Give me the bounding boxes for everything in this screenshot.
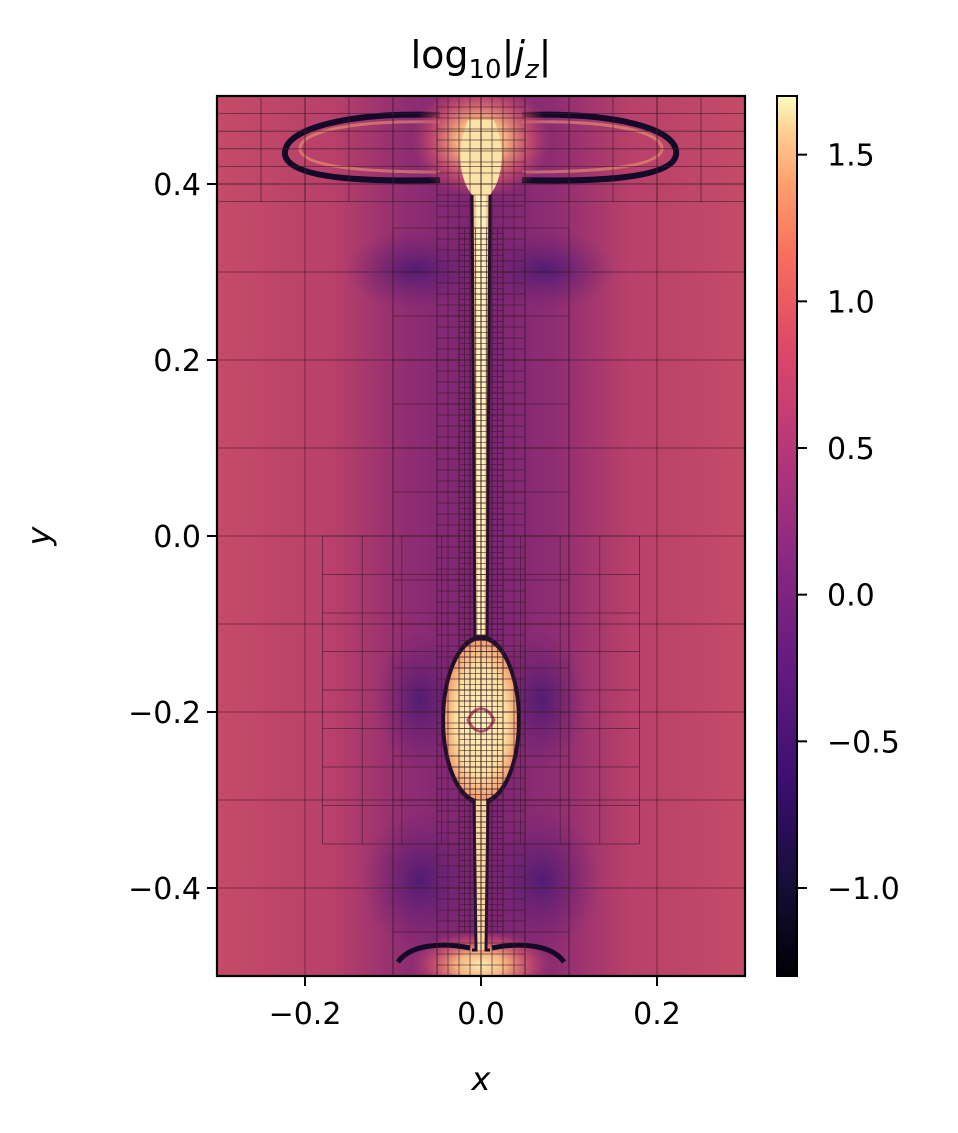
colorbar-ticks: −1.0 −0.5 0.0 0.5 1.0 1.5 bbox=[797, 139, 900, 907]
x-axis-ticks: −0.2 0.0 0.2 bbox=[269, 976, 681, 1032]
x-tick-label: 0.0 bbox=[457, 997, 505, 1032]
y-tick-label: 0.2 bbox=[153, 344, 201, 379]
colorbar-tick-label: −0.5 bbox=[827, 725, 900, 760]
amr-grid-mesh bbox=[217, 96, 745, 976]
colorbar-tick-label: −1.0 bbox=[827, 872, 900, 907]
y-axis-label: y bbox=[20, 525, 58, 546]
colorbar-tick-label: 0.0 bbox=[827, 579, 875, 614]
x-tick-label: 0.2 bbox=[633, 997, 681, 1032]
x-tick-label: −0.2 bbox=[269, 997, 342, 1032]
chart-title: log10|jz| bbox=[411, 33, 552, 85]
y-tick-label: 0.4 bbox=[153, 168, 201, 203]
y-tick-label: −0.4 bbox=[128, 872, 201, 907]
y-axis-ticks: −0.4 −0.2 0.0 0.2 0.4 bbox=[128, 168, 217, 907]
x-axis-label: x bbox=[471, 1060, 492, 1098]
y-tick-label: −0.2 bbox=[128, 696, 201, 731]
colorbar-tick-label: 0.5 bbox=[827, 432, 875, 467]
colorbar-tick-label: 1.0 bbox=[827, 285, 875, 320]
colorbar-tick-label: 1.5 bbox=[827, 139, 875, 174]
colorbar bbox=[776, 95, 798, 977]
y-tick-label: 0.0 bbox=[153, 520, 201, 555]
